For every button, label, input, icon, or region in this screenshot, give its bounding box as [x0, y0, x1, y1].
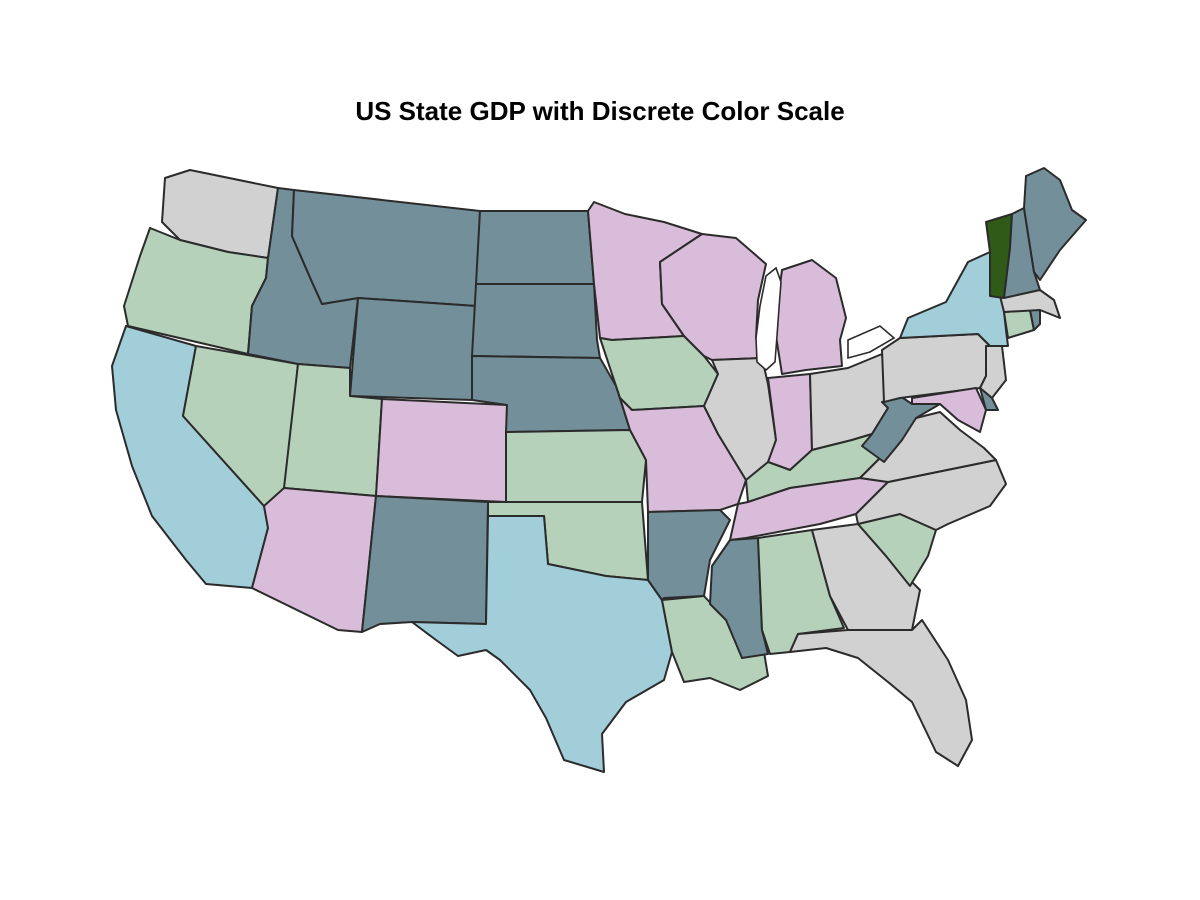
state-new-mexico: New Mexico [361, 495, 489, 633]
state-maine: Maine [1023, 167, 1087, 281]
state-florida: Florida [789, 619, 973, 767]
state-west-virginia: West Virginia [861, 395, 941, 463]
state-south-dakota: South Dakota [471, 283, 601, 359]
state-kansas: Kansas [505, 429, 647, 503]
state-arizona: Arizona [251, 487, 377, 633]
state-texas: Texas [411, 515, 673, 773]
lake-erie [847, 325, 896, 360]
map-title: US State GDP with Discrete Color Scale [355, 96, 845, 126]
state-maryland: Maryland [911, 387, 987, 433]
states-layer: WashingtonOregonCaliforniaNevadaIdahoMon… [111, 167, 1087, 773]
state-north-dakota: North Dakota [475, 210, 595, 285]
state-wyoming: Wyoming [349, 297, 477, 401]
state-michigan: Michigan [775, 259, 847, 375]
state-montana: Montana [291, 189, 481, 307]
state-colorado: Colorado [375, 398, 508, 503]
lake-michigan [755, 266, 782, 372]
state-north-carolina: North Carolina [855, 459, 1007, 531]
state-connecticut: Connecticut [1003, 309, 1035, 339]
